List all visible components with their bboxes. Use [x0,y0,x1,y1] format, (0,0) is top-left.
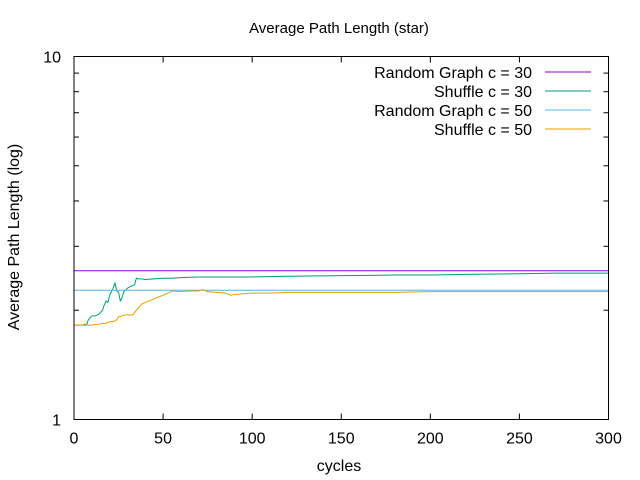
y-tick-label: 10 [43,50,61,67]
chart-title: Average Path Length (star) [249,20,429,37]
x-tick-label: 100 [239,431,266,448]
legend-label-2: Random Graph c = 50 [374,103,532,120]
axis-ticks: 0 50 100 150 200 250 300 1 10 [43,50,622,448]
series-line-3 [74,289,609,326]
legend-label-0: Random Graph c = 30 [374,65,532,82]
plot-area [74,270,609,326]
legend: Random Graph c = 30 Shuffle c = 30 Random … [374,65,591,139]
series-line-1 [74,272,609,326]
x-tick-label: 250 [506,431,533,448]
x-tick-label: 300 [595,431,622,448]
x-tick-label: 50 [154,431,172,448]
legend-label-3: Shuffle c = 50 [434,122,532,139]
y-axis-label: Average Path Length (log) [6,144,23,331]
x-tick-label: 150 [328,431,355,448]
x-axis-label: cycles [317,458,361,475]
legend-label-1: Shuffle c = 30 [434,84,532,101]
x-tick-label: 200 [417,431,444,448]
y-tick-label: 1 [52,413,61,430]
x-tick-label: 0 [70,431,79,448]
